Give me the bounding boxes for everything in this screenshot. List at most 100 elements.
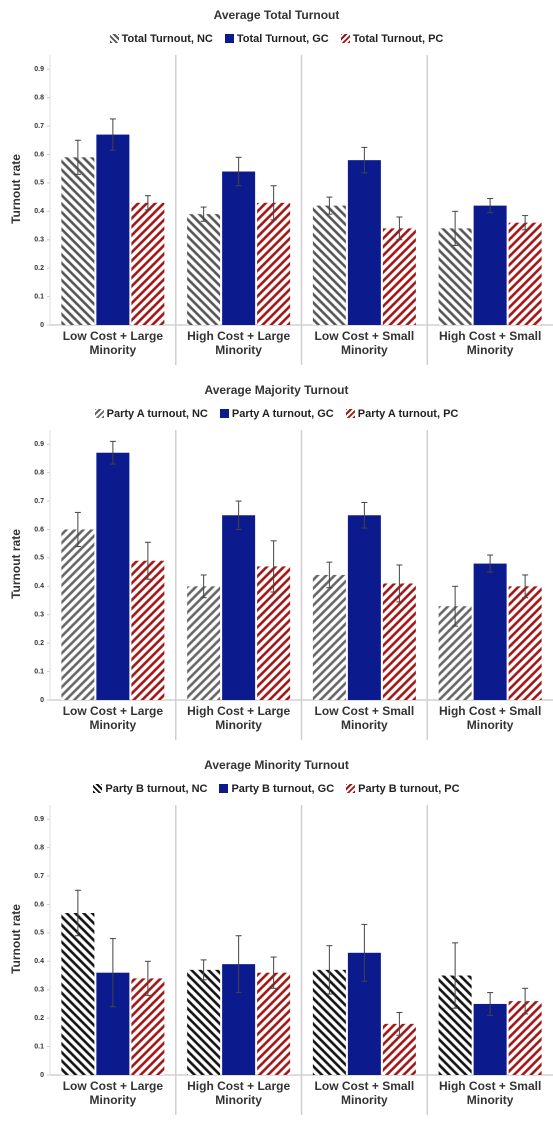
x-tick-label: Low Cost + Large Minority	[62, 329, 164, 357]
bar	[347, 515, 381, 700]
legend-label: Party A turnout, NC	[106, 408, 208, 420]
legend-item: Party A turnout, PC	[345, 408, 459, 420]
bar	[508, 222, 542, 325]
error-bar	[270, 540, 277, 593]
legend-label: Party A turnout, PC	[357, 408, 459, 420]
y-tick-label: 0.7	[34, 873, 44, 880]
x-tick-label: Low Cost + Large Minority	[62, 1079, 164, 1107]
error-bar	[326, 945, 333, 995]
bar	[96, 452, 130, 700]
legend-label: Party A turnout, GC	[231, 408, 334, 420]
error-bar	[452, 942, 459, 1009]
y-tick-label: 0.7	[34, 498, 44, 505]
y-tick-label: 0.3	[34, 987, 44, 994]
error-bar	[361, 146, 368, 174]
error-bar	[396, 1011, 403, 1036]
y-tick-label: 0	[40, 1072, 44, 1079]
error-bar	[144, 541, 151, 580]
error-bar	[200, 574, 207, 599]
bar	[96, 134, 130, 325]
y-tick-label: 0.8	[34, 469, 44, 476]
error-bar	[200, 959, 207, 981]
legend: Party B turnout, NC Party B turnout, GC Pa…	[0, 783, 553, 795]
bar	[61, 913, 95, 1075]
error-bar	[487, 198, 494, 214]
error-bar	[74, 139, 81, 175]
bar	[508, 586, 542, 700]
error-bar	[235, 500, 242, 530]
legend-label: Total Turnout, PC	[352, 33, 444, 45]
chart-title: Average Total Turnout	[213, 8, 340, 22]
error-bar	[522, 574, 529, 599]
bar	[187, 586, 221, 700]
bar	[257, 202, 291, 325]
y-tick-label: 0.2	[34, 1015, 44, 1022]
bar	[187, 214, 221, 325]
bar	[473, 563, 507, 700]
bar	[131, 560, 165, 700]
bar	[131, 202, 165, 325]
y-axis-label: Turnout rate	[9, 154, 23, 224]
x-tick-label: High Cost + Large Minority	[187, 329, 291, 357]
x-tick-label: High Cost + Large Minority	[187, 1079, 291, 1107]
y-tick-label: 0.8	[34, 844, 44, 851]
y-tick-label: 0.4	[34, 208, 44, 215]
error-bar	[109, 118, 116, 151]
legend-item: Party A turnout, NC	[94, 408, 208, 420]
legend-item: Total Turnout, NC	[109, 33, 213, 45]
error-bar	[452, 210, 459, 246]
legend-swatch	[345, 409, 355, 418]
bar	[312, 205, 346, 325]
bar	[382, 228, 416, 325]
y-tick-label: 0.5	[34, 180, 44, 187]
y-tick-label: 0.6	[34, 151, 44, 158]
error-bar	[326, 561, 333, 589]
x-tick-label: High Cost + Small Minority	[438, 329, 542, 357]
legend-swatch	[340, 34, 350, 43]
y-tick-label: 0	[40, 322, 44, 329]
error-bar	[200, 206, 207, 222]
y-tick-label: 0.6	[34, 526, 44, 533]
y-tick-label: 0.9	[34, 66, 44, 73]
error-bar	[235, 156, 242, 187]
legend-swatch	[109, 34, 119, 43]
error-bar	[396, 564, 403, 603]
y-tick-label: 0.3	[34, 237, 44, 244]
y-tick-label: 0.6	[34, 901, 44, 908]
x-tick-label: High Cost + Small Minority	[438, 1079, 542, 1107]
legend-label: Party B turnout, NC	[105, 783, 208, 795]
y-tick-label: 0.1	[34, 668, 44, 675]
bar	[257, 972, 291, 1075]
legend-item: Total Turnout, PC	[340, 33, 444, 45]
legend-item: Party B turnout, GC	[219, 783, 334, 795]
bar	[222, 171, 256, 325]
bar	[222, 515, 256, 700]
y-tick-label: 0.2	[34, 640, 44, 647]
legend-item: Party B turnout, NC	[93, 783, 207, 795]
bar	[61, 157, 95, 325]
bar	[187, 969, 221, 1075]
y-axis-label: Turnout rate	[9, 529, 23, 599]
bar	[347, 160, 381, 325]
bar	[473, 205, 507, 325]
y-tick-label: 0.3	[34, 612, 44, 619]
y-tick-label: 0.5	[34, 930, 44, 937]
error-bar	[487, 992, 494, 1016]
error-bar	[452, 585, 459, 627]
bar	[61, 529, 95, 700]
bar	[382, 583, 416, 700]
error-bar	[109, 938, 116, 1008]
x-tick-label: High Cost + Large Minority	[187, 704, 291, 732]
error-bar	[109, 440, 116, 465]
error-bar	[144, 960, 151, 996]
y-tick-label: 0.9	[34, 441, 44, 448]
y-axis-label: Turnout rate	[9, 904, 23, 974]
legend-swatch	[219, 409, 229, 418]
error-bar	[235, 935, 242, 994]
error-bar	[361, 501, 368, 529]
y-tick-label: 0.2	[34, 265, 44, 272]
y-tick-label: 0.4	[34, 583, 44, 590]
y-tick-label: 0	[40, 697, 44, 704]
